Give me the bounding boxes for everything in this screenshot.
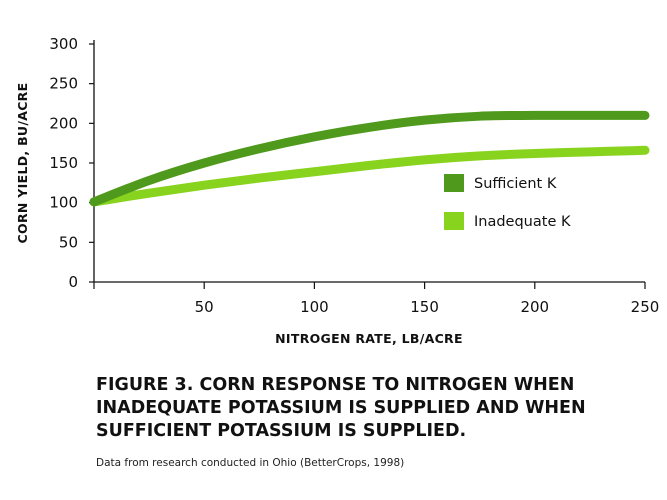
y-tick-label: 0 [68, 273, 78, 291]
legend-label-inadequate-k: Inadequate K [474, 214, 571, 230]
legend-swatch-inadequate-k [444, 212, 464, 230]
x-tick-label: 250 [631, 298, 660, 316]
chart-legend: Sufficient K Inadequate K [444, 174, 571, 230]
x-tick-label: 200 [520, 298, 549, 316]
y-tick-label: 300 [49, 35, 78, 53]
y-axis-title: CORN YIELD, BU/ACRE [15, 83, 30, 244]
x-tick-label: 50 [195, 298, 214, 316]
chart-series [89, 110, 650, 207]
legend-swatch-sufficient-k [444, 174, 464, 192]
figure-caption-title: FIGURE 3. CORN RESPONSE TO NITROGEN WHEN… [96, 374, 656, 443]
y-tick-label: 50 [59, 233, 78, 251]
caption-line: SUFFICIENT POTASSIUM IS SUPPLIED. [96, 421, 467, 441]
x-tick-label: 150 [410, 298, 439, 316]
x-axis-title: NITROGEN RATE, LB/ACRE [275, 331, 463, 346]
chart-axes: 0 50 100 150 200 250 300 50 100 150 200 250 [49, 35, 659, 316]
caption-line: INADEQUATE POTASSIUM IS SUPPLIED AND WHE… [96, 398, 586, 418]
legend-label-sufficient-k: Sufficient K [474, 176, 557, 192]
x-tick-label: 100 [300, 298, 329, 316]
data-source-note: Data from research conducted in Ohio (Be… [96, 457, 405, 469]
y-tick-label: 150 [49, 154, 78, 172]
y-tick-label: 250 [49, 75, 78, 93]
y-tick-label: 100 [49, 194, 78, 212]
series-line-sufficient-k [89, 110, 650, 207]
corn-yield-line-chart: 0 50 100 150 200 250 300 50 100 150 200 250 Suffici… [15, 35, 659, 346]
series-line-inadequate-k [89, 145, 650, 207]
caption-line: FIGURE 3. CORN RESPONSE TO NITROGEN WHEN [96, 375, 575, 395]
y-tick-label: 200 [49, 114, 78, 132]
